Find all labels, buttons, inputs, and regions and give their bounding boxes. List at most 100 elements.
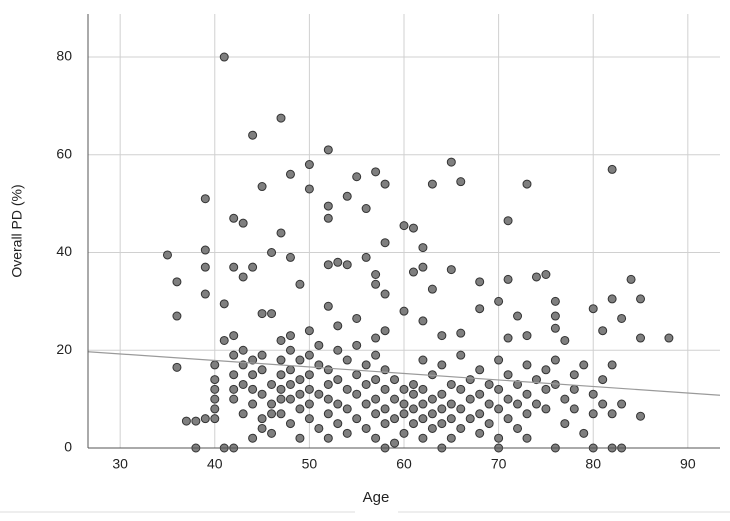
data-point	[200, 414, 210, 424]
data-point	[371, 350, 381, 360]
data-point	[314, 389, 324, 399]
data-point	[607, 409, 617, 419]
data-point	[636, 294, 646, 304]
data-point	[522, 409, 532, 419]
data-point	[238, 272, 248, 282]
data-point	[503, 370, 513, 380]
data-point	[371, 375, 381, 385]
data-point	[257, 389, 267, 399]
data-point	[475, 389, 485, 399]
data-point	[446, 379, 456, 389]
data-point	[352, 389, 362, 399]
data-point	[437, 389, 447, 399]
data-point	[323, 379, 333, 389]
data-point	[380, 419, 390, 429]
data-point	[257, 309, 267, 319]
data-point	[418, 262, 428, 272]
data-point	[475, 304, 485, 314]
data-point	[304, 414, 314, 424]
data-point	[380, 238, 390, 248]
data-point	[342, 384, 352, 394]
data-point	[371, 279, 381, 289]
data-point	[390, 414, 400, 424]
data-point	[248, 433, 258, 443]
data-point	[588, 409, 598, 419]
data-point	[371, 333, 381, 343]
data-point	[475, 365, 485, 375]
data-point	[607, 294, 617, 304]
data-point	[617, 313, 627, 323]
data-point	[285, 379, 295, 389]
data-point	[371, 269, 381, 279]
data-point	[323, 409, 333, 419]
data-point	[427, 423, 437, 433]
data-point	[295, 355, 305, 365]
data-point	[531, 272, 541, 282]
data-point	[513, 423, 523, 433]
data-point	[257, 365, 267, 375]
data-point	[333, 345, 343, 355]
data-point	[541, 365, 551, 375]
y-tick-label: 40	[56, 243, 72, 259]
data-point	[191, 416, 201, 426]
data-point	[229, 331, 239, 341]
x-tick-label: 90	[680, 456, 696, 472]
data-point	[352, 172, 362, 182]
data-point	[200, 289, 210, 299]
data-point	[248, 262, 258, 272]
data-point	[390, 394, 400, 404]
data-point	[427, 284, 437, 294]
data-point	[484, 399, 494, 409]
data-point	[352, 370, 362, 380]
data-point	[418, 414, 428, 424]
data-point	[248, 130, 258, 140]
data-point	[323, 260, 333, 270]
data-point	[285, 419, 295, 429]
data-point	[248, 370, 258, 380]
data-point	[342, 404, 352, 414]
data-point	[371, 394, 381, 404]
data-point	[333, 321, 343, 331]
data-point	[390, 375, 400, 385]
data-point	[285, 169, 295, 179]
data-point	[617, 399, 627, 409]
data-point	[323, 394, 333, 404]
data-point	[664, 333, 674, 343]
data-point	[304, 326, 314, 336]
data-point	[522, 389, 532, 399]
data-point	[541, 384, 551, 394]
data-point	[513, 399, 523, 409]
data-point	[257, 423, 267, 433]
data-point	[333, 257, 343, 267]
data-point	[295, 389, 305, 399]
x-tick-label: 30	[112, 456, 128, 472]
data-point	[323, 145, 333, 155]
data-point	[172, 277, 182, 287]
data-point	[304, 384, 314, 394]
data-point	[569, 370, 579, 380]
data-point	[636, 333, 646, 343]
x-axis-label: Age	[363, 489, 390, 506]
data-point	[380, 289, 390, 299]
data-point	[276, 394, 286, 404]
data-point	[380, 179, 390, 189]
data-point	[484, 419, 494, 429]
data-point	[494, 355, 504, 365]
data-point	[503, 333, 513, 343]
data-point	[456, 404, 466, 414]
data-point	[437, 419, 447, 429]
data-point	[513, 311, 523, 321]
data-point	[285, 365, 295, 375]
data-point	[314, 423, 324, 433]
data-point	[598, 399, 608, 409]
data-point	[456, 328, 466, 338]
data-point	[579, 428, 589, 438]
data-point	[238, 218, 248, 228]
data-point	[304, 399, 314, 409]
data-point	[456, 423, 466, 433]
data-point	[550, 323, 560, 333]
data-point	[229, 370, 239, 380]
data-point	[446, 157, 456, 167]
data-point	[446, 433, 456, 443]
data-point	[285, 252, 295, 262]
